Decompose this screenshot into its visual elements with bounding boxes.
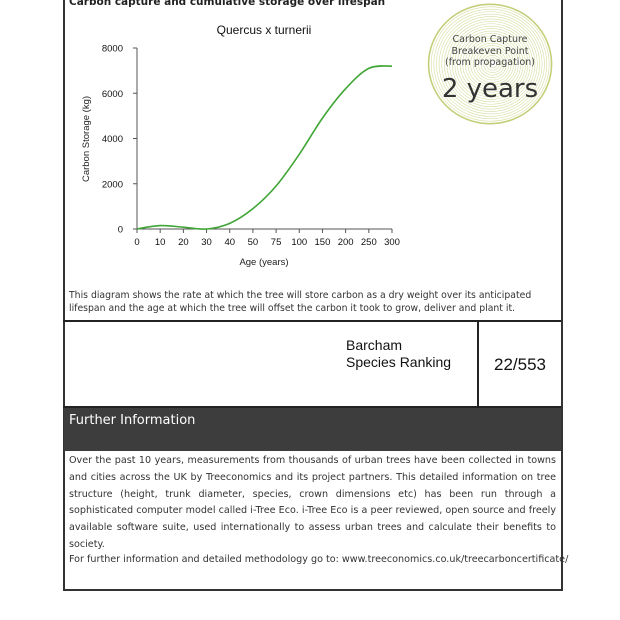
tree-ring (457, 30, 526, 98)
tree-ring (430, 6, 550, 122)
x-tick-label: 75 (271, 237, 282, 248)
x-tick-label: 20 (178, 237, 189, 248)
tree-rings-icon (427, 3, 553, 125)
x-tick-label: 10 (155, 237, 166, 248)
tree-ring (449, 23, 533, 105)
tree-ring (446, 21, 536, 107)
tree-ring (480, 52, 505, 76)
certificate-frame (63, 0, 563, 591)
divider (477, 321, 479, 407)
ranking-label: Barcham Species Ranking (346, 337, 452, 370)
tree-ring (486, 57, 500, 71)
x-tick-label: 30 (201, 237, 212, 248)
badge-line-3: (from propagation) (445, 57, 535, 68)
y-tick-label: 8000 (102, 44, 123, 55)
y-tick-label: 4000 (102, 134, 123, 145)
chart-description: This diagram shows the rate at which the… (69, 290, 532, 314)
breakeven-badge: Carbon Capture Breakeven Point (from propa… (424, 0, 556, 128)
chart-title: Quercus x turnerii (217, 23, 312, 37)
tree-ring (472, 45, 512, 83)
y-tick-label: 0 (118, 225, 123, 236)
tree-ring (459, 33, 524, 95)
x-tick-label: 200 (338, 237, 354, 248)
tree-ring (451, 25, 531, 103)
ranking-value: 22/553 (494, 355, 546, 374)
tree-ring (462, 35, 521, 93)
breakeven-value: 2 years (441, 74, 539, 104)
tree-ring (427, 3, 553, 125)
methodology-link[interactable]: For further information and detailed met… (69, 554, 569, 565)
further-info-heading: Further Information (69, 413, 196, 428)
tree-ring (478, 50, 507, 78)
further-info-body: Over the past 10 years, measurements fro… (69, 455, 556, 550)
carbon-storage-chart: Quercus x turnerii Carbon Storage (kg) A… (81, 23, 400, 268)
x-tick-label: 0 (134, 237, 139, 248)
tree-ring (441, 16, 540, 112)
divider (63, 406, 561, 408)
x-tick-label: 40 (224, 237, 235, 248)
y-axis-label: Carbon Storage (kg) (81, 96, 92, 182)
x-tick-label: 250 (361, 237, 377, 248)
tree-ring (438, 13, 543, 115)
tree-ring (488, 59, 498, 69)
tree-ring (483, 54, 502, 74)
tree-ring (454, 28, 529, 100)
tree-ring (470, 42, 514, 86)
series-line (136, 65, 393, 230)
badge-line-1: Carbon Capture (452, 34, 528, 45)
y-tick-label: 6000 (102, 89, 123, 100)
tree-ring (433, 8, 548, 120)
x-tick-label: 50 (248, 237, 259, 248)
tree-ring (436, 11, 545, 117)
x-tick-label: 150 (315, 237, 331, 248)
divider (63, 320, 561, 322)
x-tick-label: 100 (291, 237, 307, 248)
tree-ring (444, 18, 538, 110)
section-title: Carbon capture and cumulative storage ov… (69, 0, 386, 8)
y-tick-label: 2000 (102, 179, 123, 190)
tree-ring (465, 37, 519, 91)
badge-line-2: Breakeven Point (451, 45, 529, 57)
tree-ring (467, 40, 517, 88)
further-info-header: Further Information (64, 408, 561, 451)
x-tick-label: 300 (384, 237, 400, 248)
x-axis-label: Age (years) (239, 257, 288, 268)
tree-ring (475, 47, 510, 81)
